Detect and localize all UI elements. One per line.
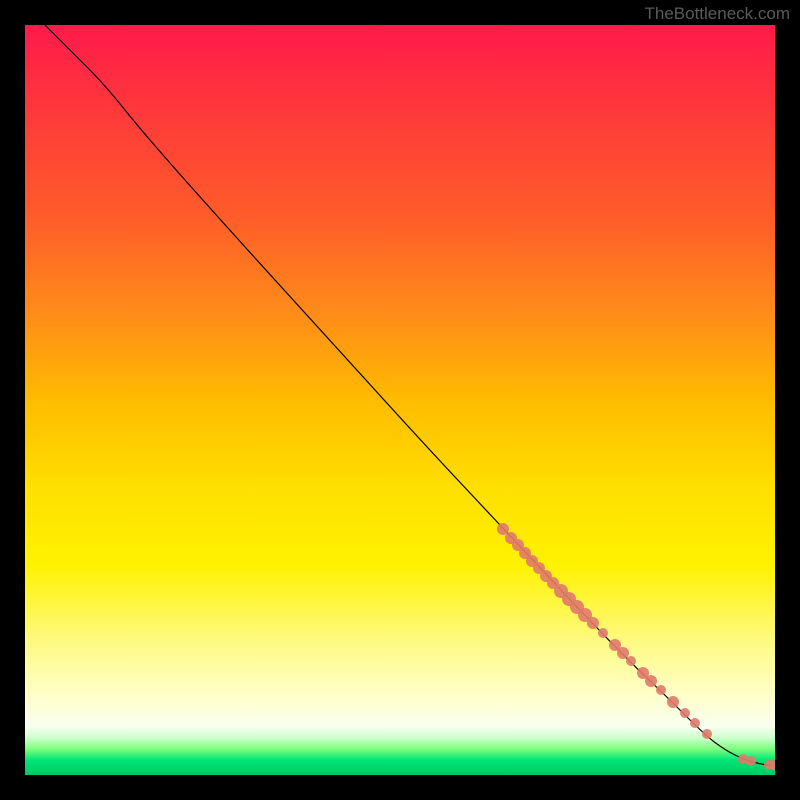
data-marker <box>746 756 756 766</box>
data-marker <box>598 628 608 638</box>
chart-svg <box>25 25 775 775</box>
chart-container: TheBottleneck.com <box>0 0 800 800</box>
data-marker <box>702 729 712 739</box>
data-marker <box>497 523 509 535</box>
data-marker <box>680 708 690 718</box>
data-marker <box>656 685 666 695</box>
data-marker <box>617 647 629 659</box>
data-marker <box>667 696 679 708</box>
data-marker <box>645 675 657 687</box>
data-marker <box>690 718 700 728</box>
data-marker <box>626 656 636 666</box>
plot-area <box>25 25 775 775</box>
gradient-background <box>25 25 775 775</box>
attribution-text: TheBottleneck.com <box>644 4 790 24</box>
data-marker <box>587 617 599 629</box>
